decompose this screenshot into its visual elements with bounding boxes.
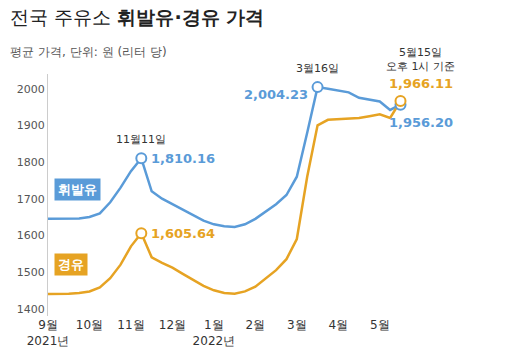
svg-text:1600: 1600 [17, 229, 45, 242]
svg-text:9월2021년: 9월2021년 [27, 318, 70, 348]
svg-text:1700: 1700 [17, 193, 45, 206]
svg-text:4월: 4월 [328, 318, 348, 332]
svg-text:1,966.11: 1,966.11 [389, 76, 453, 91]
svg-text:3월16일: 3월16일 [296, 62, 339, 75]
svg-text:1,810.16: 1,810.16 [151, 151, 215, 166]
svg-text:1500: 1500 [17, 266, 45, 279]
svg-text:1400: 1400 [17, 303, 45, 316]
svg-text:11월11일: 11월11일 [116, 133, 166, 146]
svg-text:5월: 5월 [370, 318, 390, 332]
svg-text:1월2022년: 1월2022년 [193, 318, 236, 348]
svg-text:2,004.23: 2,004.23 [244, 87, 308, 102]
svg-text:12월: 12월 [159, 318, 186, 332]
svg-text:3월: 3월 [287, 318, 307, 332]
svg-text:전국 주유소 휘발유·경유 가격: 전국 주유소 휘발유·경유 가격 [10, 6, 264, 28]
svg-text:5월15일오후 1시 기준: 5월15일오후 1시 기준 [386, 46, 455, 73]
svg-text:2월: 2월 [246, 318, 266, 332]
svg-text:경유: 경유 [58, 257, 84, 272]
svg-text:1900: 1900 [17, 119, 45, 132]
svg-text:1800: 1800 [17, 156, 45, 169]
svg-text:휘발유: 휘발유 [58, 182, 97, 197]
svg-text:11월: 11월 [117, 318, 144, 332]
svg-text:1,956.20: 1,956.20 [389, 115, 453, 130]
svg-text:10월: 10월 [76, 318, 103, 332]
svg-text:2000: 2000 [17, 83, 45, 96]
svg-text:1,605.64: 1,605.64 [151, 226, 215, 241]
svg-text:평균 가격, 단위: 원 (리터 당): 평균 가격, 단위: 원 (리터 당) [10, 45, 166, 59]
